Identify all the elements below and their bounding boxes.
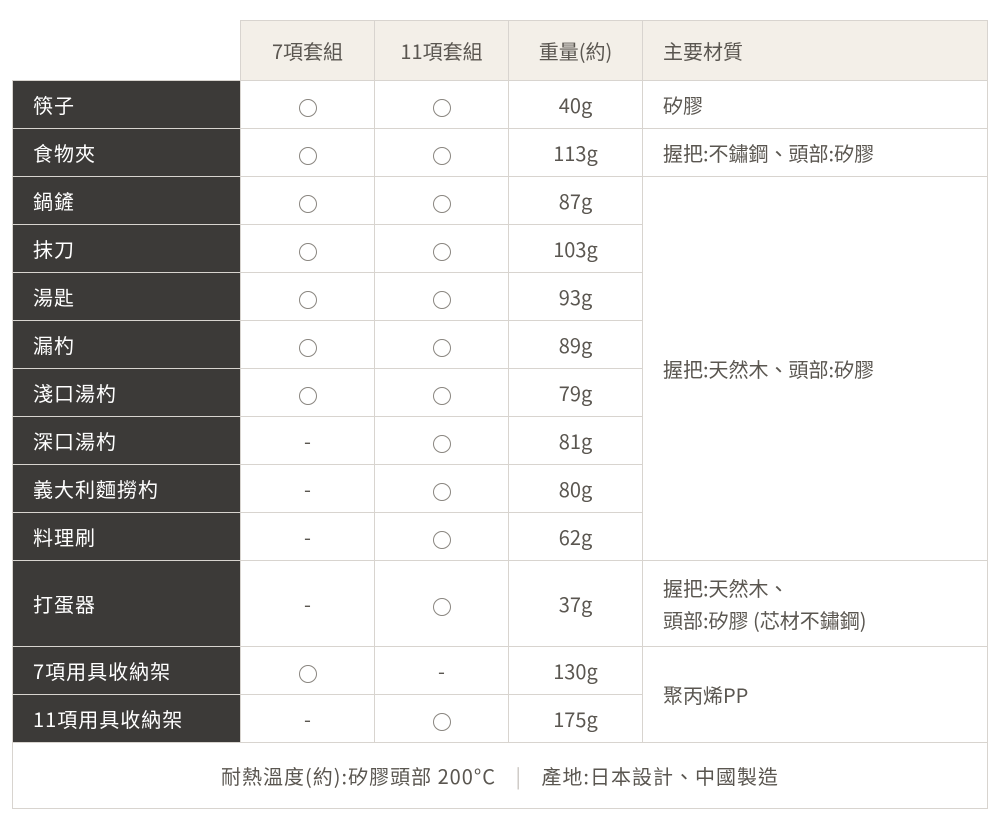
mark-cell (375, 417, 509, 465)
row-label: 料理刷 (13, 513, 241, 561)
circle-icon (299, 665, 317, 683)
mark-cell (241, 321, 375, 369)
circle-icon (299, 387, 317, 405)
footer-divider: | (516, 761, 522, 790)
weight-cell: 40g (509, 81, 643, 129)
row-label: 鍋鏟 (13, 177, 241, 225)
weight-cell: 37g (509, 561, 643, 647)
mark-cell (375, 369, 509, 417)
weight-cell: 175g (509, 695, 643, 743)
circle-icon (433, 291, 451, 309)
mark-cell (375, 81, 509, 129)
mark-cell (375, 513, 509, 561)
header-set11: 11項套組 (375, 21, 509, 81)
material-cell: 握把:天然木、頭部:矽膠 (芯材不鏽鋼) (643, 561, 988, 647)
weight-cell: 130g (509, 647, 643, 695)
header-set7: 7項套組 (241, 21, 375, 81)
row-label: 深口湯杓 (13, 417, 241, 465)
row-label: 義大利麵撈杓 (13, 465, 241, 513)
circle-icon (433, 387, 451, 405)
table-body: 筷子40g矽膠食物夾113g握把:不鏽鋼、頭部:矽膠鍋鏟87g握把:天然木、頭部… (13, 81, 988, 743)
weight-cell: 81g (509, 417, 643, 465)
circle-icon (299, 99, 317, 117)
circle-icon (433, 99, 451, 117)
table-row: 食物夾 113g握把:不鏽鋼、頭部:矽膠 (13, 129, 988, 177)
circle-icon (433, 713, 451, 731)
row-label: 湯匙 (13, 273, 241, 321)
mark-cell: - (241, 695, 375, 743)
mark-cell (241, 129, 375, 177)
circle-icon (433, 483, 451, 501)
circle-icon (299, 147, 317, 165)
circle-icon (299, 339, 317, 357)
mark-cell (375, 321, 509, 369)
row-label: 7項用具收納架 (13, 647, 241, 695)
mark-cell (241, 225, 375, 273)
mark-cell: - (241, 561, 375, 647)
footer-heat: 耐熱溫度(約):矽膠頭部 200°C (221, 761, 496, 790)
table-row: 筷子 40g矽膠 (13, 81, 988, 129)
weight-cell: 87g (509, 177, 643, 225)
row-label: 食物夾 (13, 129, 241, 177)
mark-cell (241, 273, 375, 321)
weight-cell: 79g (509, 369, 643, 417)
footer-origin: 產地:日本設計、中國製造 (541, 761, 779, 790)
mark-cell (375, 465, 509, 513)
weight-cell: 103g (509, 225, 643, 273)
row-label: 淺口湯杓 (13, 369, 241, 417)
weight-cell: 62g (509, 513, 643, 561)
header-weight: 重量(約) (509, 21, 643, 81)
row-label: 漏杓 (13, 321, 241, 369)
mark-cell (375, 561, 509, 647)
mark-cell (375, 273, 509, 321)
weight-cell: 113g (509, 129, 643, 177)
weight-cell: 80g (509, 465, 643, 513)
table-row: 鍋鏟87g握把:天然木、頭部:矽膠 (13, 177, 988, 225)
row-label: 抹刀 (13, 225, 241, 273)
table-row: 打蛋器- 37g握把:天然木、頭部:矽膠 (芯材不鏽鋼) (13, 561, 988, 647)
row-label: 筷子 (13, 81, 241, 129)
header-material: 主要材質 (643, 21, 988, 81)
table-row: 7項用具收納架-130g聚丙烯PP (13, 647, 988, 695)
product-spec-table: 7項套組 11項套組 重量(約) 主要材質 筷子 40g矽膠食物夾 113g握把:不… (12, 20, 988, 809)
circle-icon (433, 195, 451, 213)
circle-icon (433, 435, 451, 453)
mark-cell (375, 695, 509, 743)
header-row: 7項套組 11項套組 重量(約) 主要材質 (13, 21, 988, 81)
circle-icon (433, 531, 451, 549)
circle-icon (433, 243, 451, 261)
mark-cell (241, 81, 375, 129)
mark-cell: - (241, 513, 375, 561)
weight-cell: 93g (509, 273, 643, 321)
material-cell: 矽膠 (643, 81, 988, 129)
material-cell: 握把:天然木、頭部:矽膠 (643, 177, 988, 561)
circle-icon (433, 339, 451, 357)
circle-icon (299, 291, 317, 309)
circle-icon (433, 598, 451, 616)
row-label: 打蛋器 (13, 561, 241, 647)
mark-cell (241, 177, 375, 225)
mark-cell (375, 225, 509, 273)
row-label: 11項用具收納架 (13, 695, 241, 743)
circle-icon (433, 147, 451, 165)
mark-cell (241, 647, 375, 695)
footer-cell: 耐熱溫度(約):矽膠頭部 200°C | 產地:日本設計、中國製造 (13, 743, 988, 809)
material-cell: 握把:不鏽鋼、頭部:矽膠 (643, 129, 988, 177)
material-cell: 聚丙烯PP (643, 647, 988, 743)
weight-cell: 89g (509, 321, 643, 369)
mark-cell (241, 369, 375, 417)
circle-icon (299, 195, 317, 213)
mark-cell: - (241, 465, 375, 513)
mark-cell: - (241, 417, 375, 465)
circle-icon (299, 243, 317, 261)
header-corner (13, 21, 241, 81)
mark-cell (375, 177, 509, 225)
mark-cell (375, 129, 509, 177)
mark-cell: - (375, 647, 509, 695)
